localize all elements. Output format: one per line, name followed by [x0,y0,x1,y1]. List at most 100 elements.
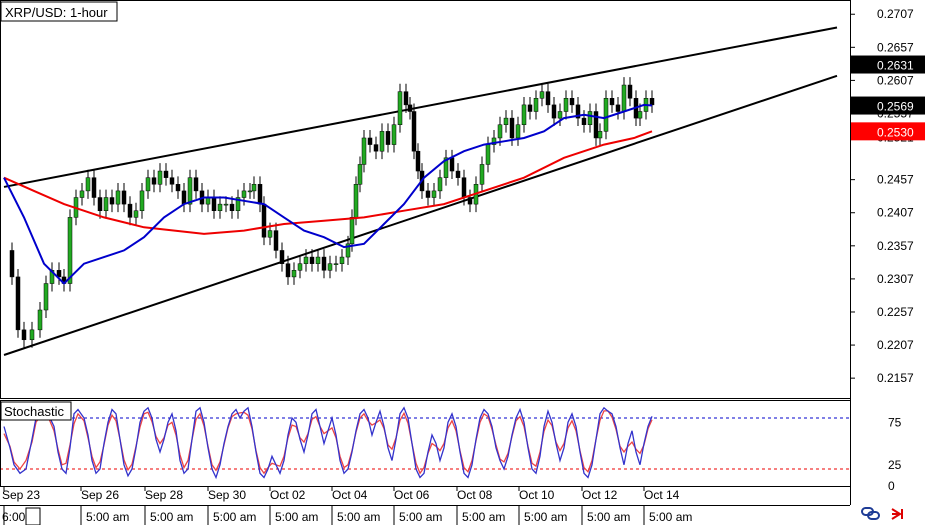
time-axis: Sep 23 6:00 Sep 26 5:00 am Sep 28 5:00 am Sep … [2,486,692,525]
candle [133,202,139,226]
stochastic-k-line [3,406,653,480]
date-tick-label: Oct 10 [519,488,555,502]
candle [551,96,557,127]
candle [103,189,109,219]
svg-text:0.2530: 0.2530 [877,125,914,139]
candle [157,163,163,193]
candle [575,96,581,127]
candle [279,242,285,272]
date-tick-label: Sep 23 [2,488,40,502]
candle [539,83,545,107]
candle [357,156,363,193]
candle [415,143,421,179]
candle [9,242,15,285]
candle [637,103,643,127]
time-tick-label: 5:00 am [462,510,505,524]
arrow-right-icon[interactable] [891,508,903,520]
candle [127,196,133,226]
candle [533,90,539,120]
candle [339,249,345,272]
trendline-lower [3,74,838,356]
candle [297,255,303,279]
candle [145,169,151,199]
time-tick-label: 5:00 am [150,510,193,524]
stochastic-pane: Stochastic [0,401,850,480]
candles [9,77,655,348]
candle [37,302,43,338]
candle [503,110,509,133]
candle [345,235,351,266]
candle [411,103,417,160]
candle [367,130,373,153]
time-tick-label: 5:00 am [337,510,380,524]
candle [235,189,241,219]
time-tick-label: 5:00 am [86,510,129,524]
candle [109,189,115,213]
price-badge: 0.2530 [851,122,925,141]
candle [615,96,621,120]
stochastic-title: Stochastic [4,404,64,419]
ma-fast [3,103,653,285]
stochastic-tick-label: 75 [888,415,902,429]
cursor-marker [25,507,41,525]
date-tick-label: Oct 08 [457,488,493,502]
candle [193,169,199,199]
date-tick-label: Oct 12 [582,488,618,502]
price-tick-label: 0.2707 [877,7,914,21]
date-tick-label: Oct 06 [394,488,430,502]
date-tick-label: Sep 26 [81,488,119,502]
candle [425,182,431,206]
candle [169,169,175,193]
svg-text:0.2631: 0.2631 [877,59,914,73]
candle [437,169,443,199]
candle [391,116,397,153]
candle [29,321,35,348]
candle [563,90,569,120]
candle [603,90,609,140]
date-tick-label: Oct 14 [644,488,680,502]
candle [43,275,49,318]
candle [303,249,309,272]
candle [403,83,409,113]
candle [569,90,575,113]
candle [247,182,253,199]
ma-slow-line [3,130,653,235]
time-tick-label: 6:00 [2,510,26,524]
time-tick-label: 5:00 am [587,510,630,524]
candle [15,268,21,338]
trendlines [3,26,838,356]
candle [479,156,485,193]
price-tick-label: 0.2357 [877,239,914,253]
frames [0,0,851,506]
candle [217,196,223,219]
candle [175,176,181,199]
candle [85,169,91,199]
time-tick-label: 5:00 am [524,510,567,524]
price-tick-label: 0.2657 [877,40,914,54]
trendline-upper [3,26,838,188]
candle [333,255,339,272]
candle [597,123,603,146]
candle [385,123,391,153]
candle [443,149,449,186]
stochastic-tick-label: 0 [888,479,895,493]
candle [139,182,145,219]
candle [557,103,563,127]
candle [467,189,473,213]
candle [515,116,521,146]
date-tick-label: Oct 02 [270,488,306,502]
candle [627,77,633,107]
candle [151,169,157,193]
candle [273,222,279,259]
price-tick-label: 0.2407 [877,206,914,220]
candle [397,83,403,133]
candle [315,249,321,272]
price-tick-label: 0.2207 [877,338,914,352]
candle [327,255,333,279]
price-axis: 0.2707 0.2657 0.2607 0.2457 0.2407 0.2357 0.23… [850,7,925,385]
candle [349,209,355,252]
candle [545,83,551,113]
link-icon[interactable] [861,507,880,520]
